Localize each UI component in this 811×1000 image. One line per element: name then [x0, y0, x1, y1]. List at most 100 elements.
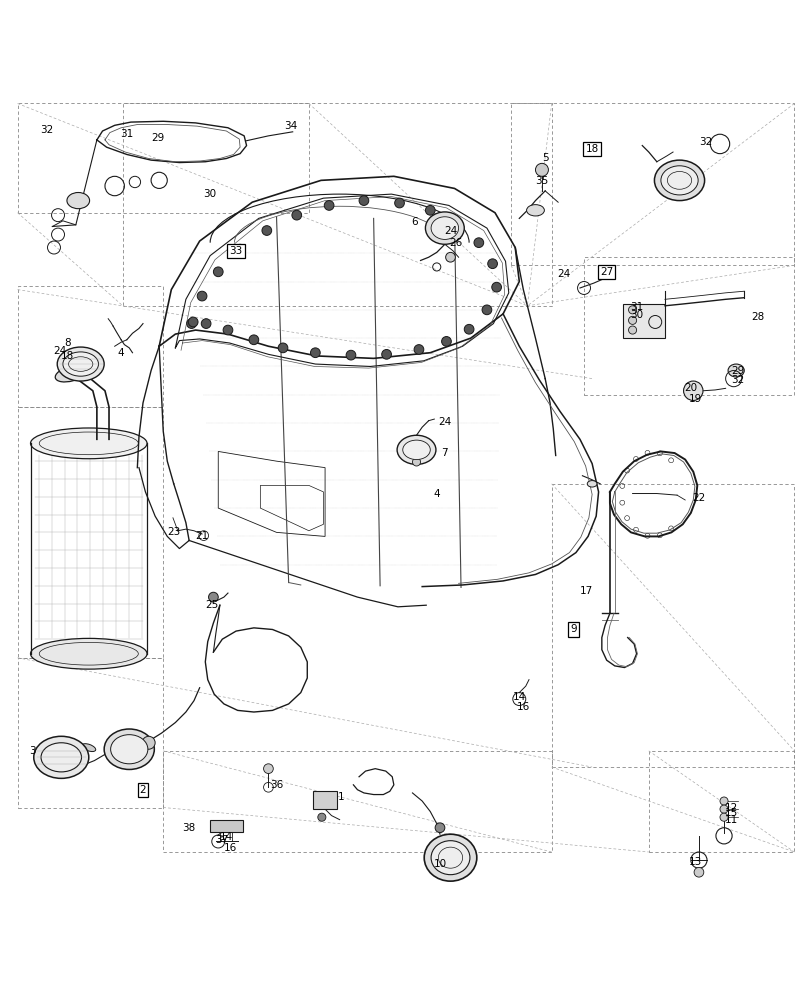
- Text: 34: 34: [284, 121, 298, 131]
- Circle shape: [441, 337, 451, 346]
- Circle shape: [213, 267, 223, 277]
- Circle shape: [628, 326, 636, 334]
- Ellipse shape: [110, 735, 148, 764]
- Text: 35: 35: [534, 176, 548, 186]
- Text: 31: 31: [629, 302, 642, 312]
- Text: 26: 26: [449, 238, 462, 248]
- Circle shape: [358, 196, 368, 205]
- Text: 24: 24: [556, 269, 569, 279]
- Text: 5: 5: [541, 153, 547, 163]
- Text: 28: 28: [750, 312, 764, 322]
- Circle shape: [425, 205, 435, 215]
- Ellipse shape: [423, 834, 476, 881]
- Text: 18: 18: [61, 351, 75, 361]
- Circle shape: [324, 201, 333, 210]
- Circle shape: [291, 210, 301, 220]
- Circle shape: [201, 319, 211, 328]
- Ellipse shape: [82, 744, 96, 752]
- Text: 15: 15: [723, 808, 737, 818]
- Text: 9: 9: [569, 624, 576, 634]
- Ellipse shape: [104, 729, 154, 769]
- Text: 2: 2: [139, 785, 146, 795]
- Text: 38: 38: [182, 823, 195, 833]
- Ellipse shape: [31, 638, 147, 669]
- Circle shape: [445, 252, 455, 262]
- Text: 10: 10: [433, 859, 446, 869]
- Circle shape: [628, 306, 636, 314]
- Bar: [210, 820, 242, 832]
- Text: 31: 31: [120, 129, 133, 139]
- Ellipse shape: [34, 736, 88, 778]
- Ellipse shape: [55, 366, 87, 382]
- Text: 16: 16: [224, 843, 237, 853]
- Circle shape: [412, 458, 420, 466]
- Text: 30: 30: [629, 310, 642, 320]
- Circle shape: [310, 348, 320, 358]
- Circle shape: [491, 282, 501, 292]
- Circle shape: [345, 350, 355, 360]
- Ellipse shape: [62, 352, 98, 376]
- Text: 14: 14: [220, 832, 233, 842]
- Text: 6: 6: [410, 217, 417, 227]
- Circle shape: [719, 813, 727, 821]
- Text: 18: 18: [585, 144, 598, 154]
- Ellipse shape: [431, 841, 470, 875]
- Circle shape: [249, 335, 259, 345]
- Circle shape: [693, 867, 703, 877]
- Text: 14: 14: [512, 692, 526, 702]
- Ellipse shape: [57, 347, 104, 381]
- Ellipse shape: [397, 435, 436, 464]
- Circle shape: [414, 345, 423, 354]
- Circle shape: [188, 317, 198, 327]
- Ellipse shape: [526, 205, 543, 216]
- Text: 25: 25: [205, 600, 218, 610]
- Text: 29: 29: [730, 366, 744, 376]
- Circle shape: [683, 381, 702, 400]
- Text: 20: 20: [684, 383, 697, 393]
- Circle shape: [394, 198, 404, 208]
- Circle shape: [262, 226, 272, 235]
- Text: 23: 23: [167, 527, 180, 537]
- Text: 22: 22: [692, 493, 705, 503]
- Circle shape: [223, 325, 233, 335]
- Circle shape: [317, 813, 325, 821]
- Text: 27: 27: [599, 267, 612, 277]
- Circle shape: [142, 736, 155, 749]
- Ellipse shape: [660, 166, 697, 195]
- Circle shape: [264, 764, 273, 774]
- Text: 16: 16: [516, 702, 530, 712]
- Text: 24: 24: [444, 226, 457, 236]
- Text: 1: 1: [337, 792, 344, 802]
- Circle shape: [719, 797, 727, 805]
- Text: 24: 24: [53, 346, 67, 356]
- Circle shape: [197, 291, 207, 301]
- Circle shape: [235, 244, 245, 254]
- Circle shape: [381, 349, 391, 359]
- Text: 7: 7: [441, 448, 448, 458]
- Circle shape: [187, 319, 196, 328]
- Ellipse shape: [727, 364, 744, 377]
- Circle shape: [278, 343, 287, 353]
- Text: 4: 4: [118, 348, 124, 358]
- Circle shape: [474, 238, 483, 248]
- Text: 13: 13: [689, 857, 702, 867]
- Circle shape: [719, 805, 727, 813]
- Circle shape: [208, 592, 218, 602]
- Circle shape: [534, 163, 547, 176]
- Text: 24: 24: [438, 417, 451, 427]
- Circle shape: [464, 324, 474, 334]
- Text: 29: 29: [151, 133, 164, 143]
- Circle shape: [628, 316, 636, 324]
- Polygon shape: [622, 304, 664, 338]
- Text: 11: 11: [723, 815, 737, 825]
- Text: 32: 32: [698, 137, 711, 147]
- Text: 30: 30: [204, 189, 217, 199]
- Circle shape: [482, 305, 491, 315]
- Text: 19: 19: [689, 394, 702, 404]
- Ellipse shape: [41, 743, 81, 772]
- Bar: [312, 791, 337, 809]
- Text: 33: 33: [230, 246, 242, 256]
- Ellipse shape: [654, 160, 704, 201]
- Ellipse shape: [402, 440, 430, 460]
- Text: 36: 36: [269, 780, 283, 790]
